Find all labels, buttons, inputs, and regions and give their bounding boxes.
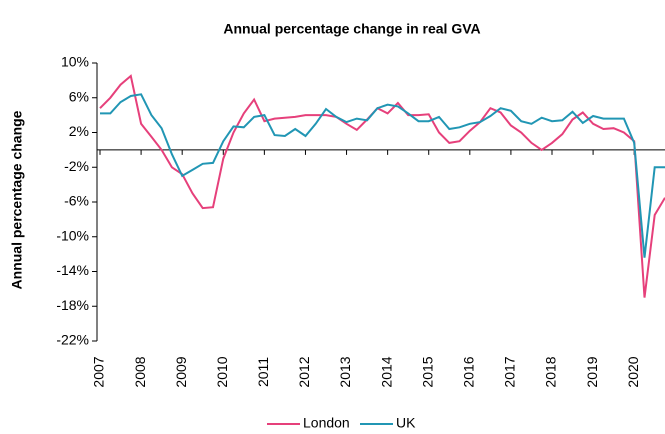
x-tick-label: 2019	[584, 356, 600, 387]
x-tick-label: 2015	[419, 356, 435, 387]
y-tick-label: 10%	[61, 54, 89, 70]
y-tick-label: -6%	[64, 193, 89, 209]
y-tick-label: -22%	[56, 332, 89, 348]
legend-label: UK	[396, 415, 416, 431]
x-tick-label: 2020	[625, 356, 641, 387]
x-tick-label: 2007	[91, 356, 107, 387]
y-tick-label: -10%	[56, 227, 89, 243]
x-tick-label: 2013	[337, 356, 353, 387]
y-tick-label: -18%	[56, 297, 89, 313]
y-tick-label: -2%	[64, 158, 89, 174]
x-tick-label: 2010	[214, 356, 230, 387]
line-series	[99, 74, 665, 298]
y-axis-label: Annual percentage change	[9, 110, 25, 289]
x-tick-label: 2009	[173, 356, 189, 387]
chart-title: Annual percentage change in real GVA	[223, 21, 480, 37]
x-tick-label: 2012	[296, 356, 312, 387]
y-tick-label: 6%	[69, 88, 89, 104]
line-series	[100, 93, 665, 258]
x-tick-label: 2011	[255, 357, 271, 387]
y-tick-label: 2%	[69, 123, 89, 139]
x-tick-label: 2016	[461, 356, 477, 387]
x-tick-label: 2017	[502, 356, 518, 387]
y-tick-label: -14%	[56, 262, 89, 278]
x-tick-label: 2008	[132, 356, 148, 387]
legend-label: London	[303, 415, 350, 431]
x-tick-label: 2014	[378, 356, 394, 387]
x-tick-label: 2018	[543, 356, 559, 387]
